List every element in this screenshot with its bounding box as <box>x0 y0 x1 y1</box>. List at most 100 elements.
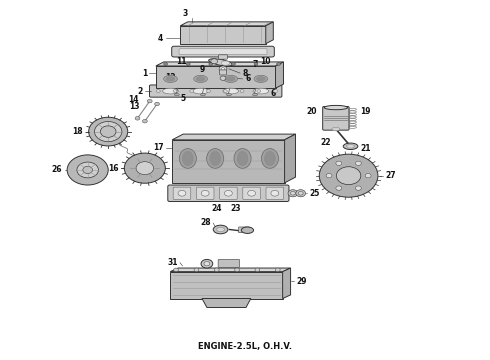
Circle shape <box>156 90 160 93</box>
Text: 8: 8 <box>243 69 248 78</box>
Text: 26: 26 <box>52 166 62 175</box>
Ellipse shape <box>253 88 269 94</box>
Polygon shape <box>172 134 295 140</box>
Ellipse shape <box>166 77 175 81</box>
Text: 1: 1 <box>142 69 147 78</box>
Ellipse shape <box>174 94 179 96</box>
Ellipse shape <box>224 75 238 82</box>
Circle shape <box>365 174 371 178</box>
Ellipse shape <box>179 149 196 168</box>
Ellipse shape <box>182 151 193 166</box>
Circle shape <box>201 190 209 196</box>
Circle shape <box>277 63 281 66</box>
Text: 27: 27 <box>385 171 396 180</box>
Text: 23: 23 <box>230 204 241 213</box>
Circle shape <box>201 260 213 268</box>
Circle shape <box>319 154 378 197</box>
Polygon shape <box>266 22 273 44</box>
Ellipse shape <box>221 61 230 65</box>
Polygon shape <box>202 298 251 307</box>
Circle shape <box>271 190 279 196</box>
Circle shape <box>240 90 244 93</box>
Text: 17: 17 <box>153 143 163 152</box>
FancyBboxPatch shape <box>168 185 289 202</box>
Text: 6: 6 <box>245 75 250 84</box>
Circle shape <box>194 268 199 272</box>
Circle shape <box>255 268 260 272</box>
Circle shape <box>186 63 190 66</box>
Circle shape <box>67 155 108 185</box>
Ellipse shape <box>237 151 248 166</box>
Ellipse shape <box>242 227 253 233</box>
Text: 10: 10 <box>260 57 270 66</box>
Polygon shape <box>156 66 275 88</box>
Circle shape <box>135 117 140 120</box>
Ellipse shape <box>210 151 220 166</box>
Circle shape <box>173 90 177 93</box>
FancyBboxPatch shape <box>172 46 274 57</box>
Circle shape <box>164 63 168 66</box>
Circle shape <box>231 63 235 66</box>
Ellipse shape <box>163 88 178 94</box>
Polygon shape <box>283 268 291 298</box>
Ellipse shape <box>217 227 224 231</box>
Circle shape <box>214 268 219 272</box>
Ellipse shape <box>194 75 207 82</box>
Circle shape <box>155 102 159 106</box>
Ellipse shape <box>226 94 231 96</box>
Ellipse shape <box>254 75 268 82</box>
Text: 25: 25 <box>309 189 319 198</box>
Text: 11: 11 <box>176 57 186 66</box>
Text: 9: 9 <box>199 65 204 74</box>
Text: 5: 5 <box>180 94 185 103</box>
Ellipse shape <box>226 77 235 81</box>
Ellipse shape <box>223 88 239 94</box>
Text: 6: 6 <box>270 89 276 98</box>
Text: 4: 4 <box>158 34 163 43</box>
Ellipse shape <box>196 77 205 81</box>
Text: 19: 19 <box>360 107 370 116</box>
Polygon shape <box>180 22 273 26</box>
Circle shape <box>224 190 232 196</box>
Circle shape <box>326 174 332 178</box>
Text: 29: 29 <box>296 277 307 286</box>
Text: 31: 31 <box>167 258 177 267</box>
Circle shape <box>136 162 154 175</box>
Circle shape <box>124 153 165 183</box>
Circle shape <box>355 161 361 166</box>
Text: 28: 28 <box>200 218 211 227</box>
FancyBboxPatch shape <box>243 187 260 199</box>
Text: 2: 2 <box>137 86 142 95</box>
Text: ENGINE-2.5L, O.H.V.: ENGINE-2.5L, O.H.V. <box>198 342 292 351</box>
Circle shape <box>355 186 361 190</box>
Ellipse shape <box>207 149 224 168</box>
Ellipse shape <box>332 127 340 131</box>
FancyBboxPatch shape <box>179 49 267 54</box>
Polygon shape <box>180 26 266 44</box>
Circle shape <box>83 166 93 174</box>
Circle shape <box>100 126 116 137</box>
Text: 20: 20 <box>306 107 317 116</box>
Circle shape <box>257 90 261 93</box>
Circle shape <box>219 66 227 72</box>
Text: 21: 21 <box>360 144 371 153</box>
Circle shape <box>273 90 277 93</box>
Text: 13: 13 <box>129 102 140 111</box>
Circle shape <box>336 167 361 185</box>
FancyBboxPatch shape <box>219 55 227 59</box>
Circle shape <box>77 162 98 178</box>
Circle shape <box>223 90 227 93</box>
Polygon shape <box>172 140 285 183</box>
Ellipse shape <box>265 151 275 166</box>
Circle shape <box>147 99 152 103</box>
Text: 16: 16 <box>108 164 119 173</box>
Text: 14: 14 <box>128 95 139 104</box>
Polygon shape <box>156 62 284 66</box>
Circle shape <box>336 161 342 166</box>
Circle shape <box>220 76 226 80</box>
FancyBboxPatch shape <box>173 187 191 199</box>
FancyBboxPatch shape <box>220 70 226 75</box>
Circle shape <box>143 120 147 123</box>
Text: 3: 3 <box>183 9 188 18</box>
Circle shape <box>336 186 342 190</box>
